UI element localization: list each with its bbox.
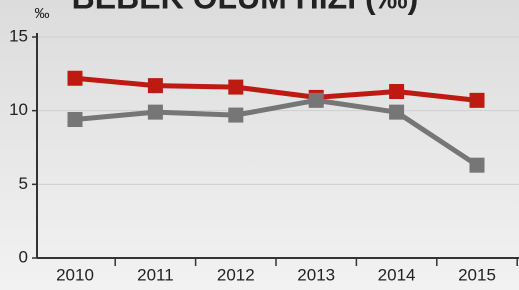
y-axis-label: ‰ xyxy=(35,5,50,22)
point xyxy=(470,158,485,173)
x-tick-label: 2011 xyxy=(137,265,174,284)
x-tick-label: 2015 xyxy=(458,265,496,284)
point xyxy=(148,78,163,93)
background xyxy=(0,0,519,290)
y-tick-label: 10 xyxy=(9,100,28,119)
page: BEBEK ÖLÜM HIZI (‰) ‰ 0 5 10 15 2010 2011 2012… xyxy=(0,0,519,290)
y-tick-label: 15 xyxy=(9,26,28,45)
point xyxy=(148,105,163,120)
x-tick-label: 2010 xyxy=(56,265,94,284)
point xyxy=(228,80,243,95)
y-tick-label: 0 xyxy=(19,247,28,266)
point xyxy=(68,112,83,127)
chart: BEBEK ÖLÜM HIZI (‰) ‰ 0 5 10 15 2010 2011 2012… xyxy=(0,0,519,290)
point xyxy=(228,108,243,123)
point xyxy=(389,105,404,120)
point xyxy=(470,93,485,108)
x-tick-label: 2013 xyxy=(297,265,335,284)
y-tick-label: 5 xyxy=(19,174,28,193)
x-tick-label: 2012 xyxy=(217,265,255,284)
point xyxy=(389,84,404,99)
point xyxy=(309,93,324,108)
x-tick-label: 2014 xyxy=(378,265,416,284)
chart-title: BEBEK ÖLÜM HIZI (‰) xyxy=(72,0,419,15)
point xyxy=(68,71,83,86)
